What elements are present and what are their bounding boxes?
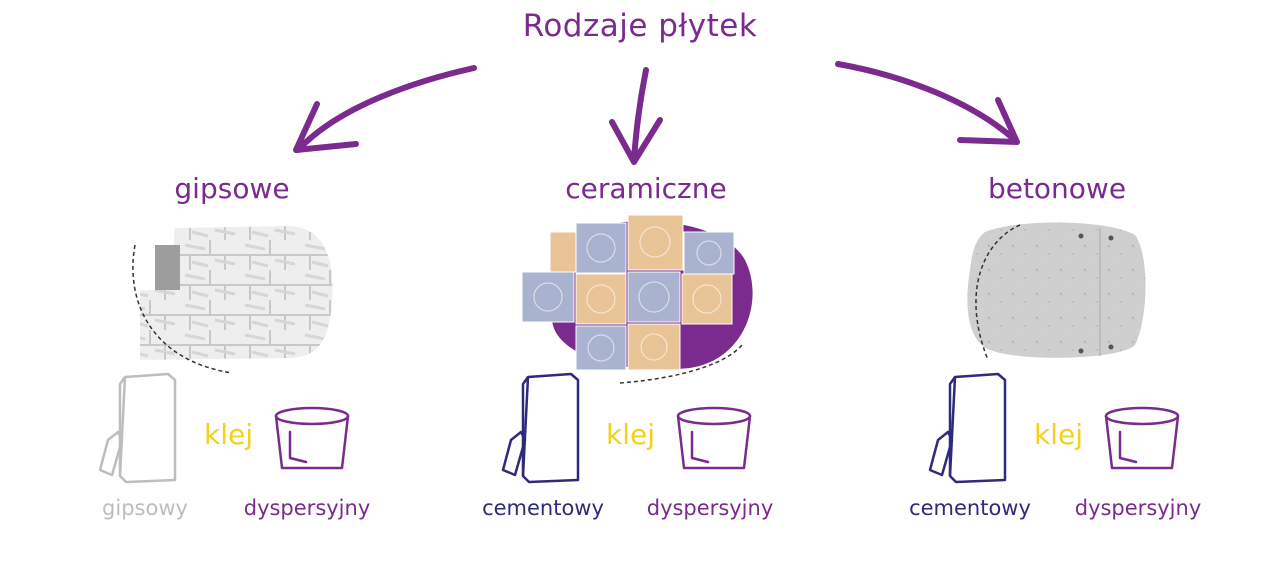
bucket-icon-ceramic	[676, 406, 752, 470]
bucket-icon-concrete	[1104, 406, 1180, 470]
adhesive-word-gypsum: klej	[204, 418, 253, 451]
adhesive-word-ceramic: klej	[606, 418, 655, 451]
adhesive-type-concrete-1: cementowy	[909, 496, 1031, 520]
adhesive-bag-icon-concrete	[928, 372, 1007, 484]
category-concrete-heading: betonowe	[987, 172, 1127, 205]
arrow-icon-center	[609, 67, 663, 165]
gypsum-tile-image	[132, 226, 333, 374]
category-gypsum-heading: gipsowe	[174, 172, 290, 205]
concrete-tile-image	[967, 222, 1146, 361]
adhesive-type-gypsum-1: gipsowy	[102, 496, 188, 520]
ceramic-tile-image	[521, 214, 753, 384]
arrow-icon-left	[293, 65, 477, 153]
diagram-title: Rodzaje płytek	[522, 8, 758, 44]
adhesive-bag-icon-gypsum	[98, 372, 177, 484]
arrow-icon-right	[835, 61, 1020, 145]
bucket-icon-gypsum	[274, 406, 350, 470]
adhesive-word-concrete: klej	[1034, 418, 1083, 451]
adhesive-type-ceramic-2: dyspersyjny	[646, 496, 774, 520]
adhesive-type-ceramic-1: cementowy	[482, 496, 604, 520]
adhesive-bag-icon-ceramic	[501, 372, 580, 484]
adhesive-type-gypsum-2: dyspersyjny	[243, 496, 371, 520]
category-ceramic-heading: ceramiczne	[565, 172, 727, 205]
adhesive-type-concrete-2: dyspersyjny	[1074, 496, 1202, 520]
